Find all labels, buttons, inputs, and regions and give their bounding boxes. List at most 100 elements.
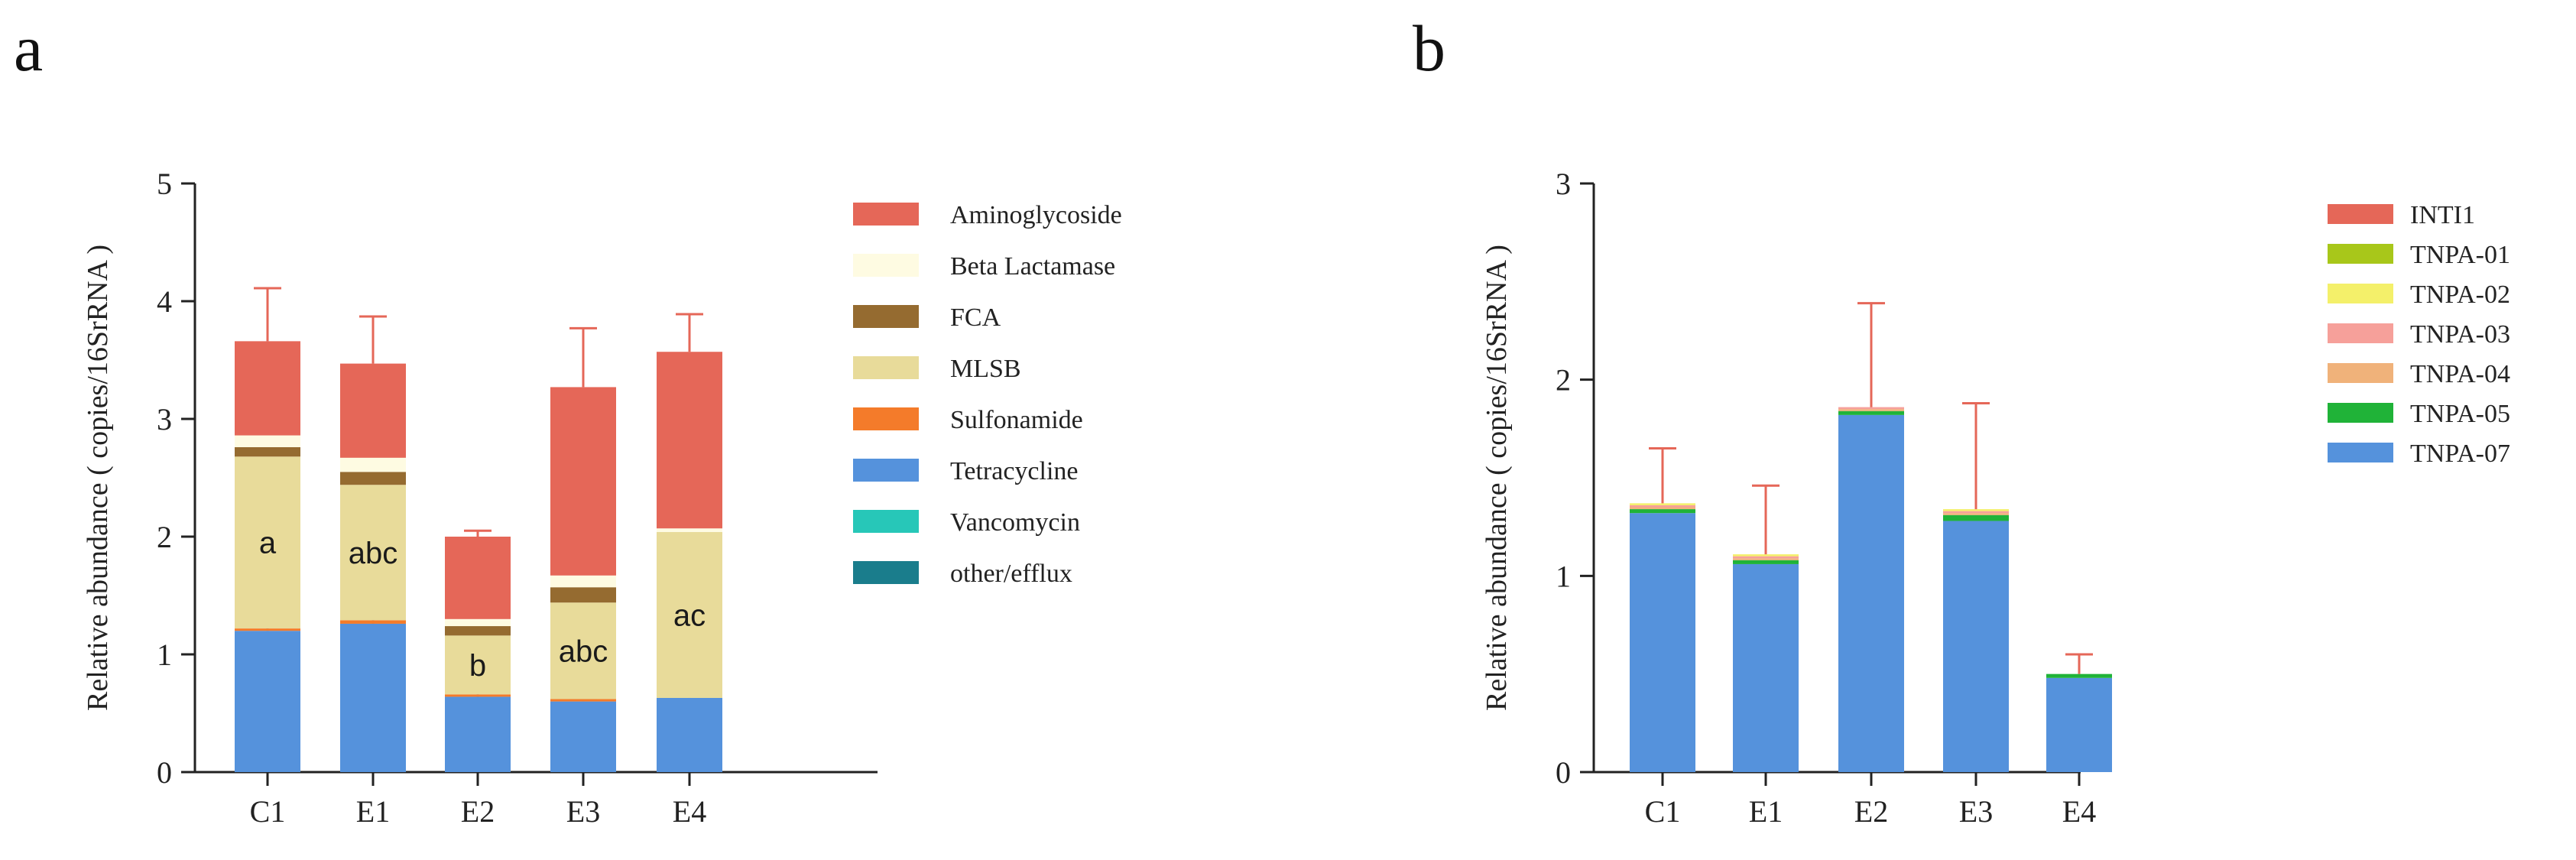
bar-segment: [1733, 554, 1799, 557]
bar-segment: [1943, 513, 2009, 515]
bar-segment: [1630, 513, 1695, 772]
bar-segment: [1733, 558, 1799, 560]
bar-segment: [1943, 521, 2009, 772]
y-tick-label: 0: [1556, 755, 1571, 790]
bar-segment: [1630, 503, 1695, 505]
legend-swatch: [853, 561, 919, 584]
bar-segment: [1943, 514, 2009, 521]
bar-segment: [1838, 411, 1904, 415]
bar-segment: [657, 697, 722, 772]
legend-swatch: [853, 407, 919, 430]
y-tick-label: 3: [157, 402, 172, 436]
y-tick-label: 2: [157, 520, 172, 554]
legend-swatch: [853, 459, 919, 482]
x-tick-label: E3: [1959, 794, 1993, 829]
x-tick-label: C1: [1645, 794, 1681, 829]
bar-segment: [235, 631, 300, 772]
legend-label: other/efflux: [950, 560, 1072, 588]
legend-label: FCA: [950, 303, 1001, 332]
legend-label: TNPA-02: [2410, 281, 2510, 309]
y-axis-title: Relative abundance ( copies/16SrRNA ): [82, 245, 114, 711]
bar-segment: [445, 618, 511, 627]
bar-segment: [657, 352, 722, 529]
chart-panel-b: 0 1 2 3 Relative abundance ( copies/16SrRNA …: [1481, 167, 2510, 829]
legend-label: TNPA-04: [2410, 360, 2510, 388]
bar-segment: [1943, 511, 2009, 514]
bar-segment: [1838, 409, 1904, 411]
bar-segment: [550, 602, 616, 699]
panel-letter-a: a: [14, 11, 43, 85]
y-tick-label: 1: [157, 638, 172, 672]
bar-segment: [445, 696, 511, 772]
bar-segment: [235, 456, 300, 629]
legend-swatch: [2328, 363, 2393, 383]
bar-segment: [550, 587, 616, 603]
bar-segment: [445, 635, 511, 695]
y-tick-label: 4: [157, 284, 172, 319]
x-tick-label: E2: [461, 794, 495, 829]
bar-segment: [445, 694, 511, 697]
bar-segment: [235, 628, 300, 631]
legend-label: TNPA-05: [2410, 400, 2510, 428]
bar-segment: [2046, 673, 2112, 678]
bar-segment: [2046, 677, 2112, 772]
legend-label: INTI1: [2410, 201, 2475, 229]
legend-swatch: [2328, 443, 2393, 462]
bar-segment: [235, 446, 300, 457]
bar-segment: [235, 435, 300, 447]
y-tick-label: 3: [1556, 167, 1571, 201]
bar-segment: [445, 626, 511, 636]
x-tick-label: E1: [356, 794, 390, 829]
x-tick-label: E4: [673, 794, 706, 829]
x-tick-label: E1: [1749, 794, 1783, 829]
bar-segment: [340, 485, 406, 621]
legend-label: MLSB: [950, 355, 1021, 383]
legend-swatch: [2328, 204, 2393, 224]
bar-segment: [1838, 414, 1904, 772]
legend-swatch: [2328, 323, 2393, 343]
bar-segment: [340, 363, 406, 458]
legend-label: Tetracycline: [950, 457, 1079, 485]
significance-label: a: [259, 527, 277, 560]
bar-segment: [340, 472, 406, 485]
x-tick-label: E3: [566, 794, 600, 829]
panel-letter-b: b: [1413, 11, 1445, 85]
legend-swatch: [853, 356, 919, 379]
chart-panel-a: 0 1 2 3 4 5 Relative abundance ( copies/16SrRN…: [82, 167, 1122, 829]
y-axis-title: Relative abundance ( copies/16SrRNA ): [1481, 245, 1513, 711]
significance-label: ac: [673, 599, 706, 632]
bar-segment: [1838, 407, 1904, 410]
x-tick-label: C1: [250, 794, 286, 829]
bar-segment: [1943, 509, 2009, 511]
bar-segment: [340, 623, 406, 772]
bar-segment: [1630, 507, 1695, 510]
y-tick-label: 0: [157, 755, 172, 790]
y-tick-label: 2: [1556, 363, 1571, 398]
legend-label: Vancomycin: [950, 508, 1080, 537]
bar-segment: [1733, 556, 1799, 559]
legend-label: Sulfonamide: [950, 406, 1083, 434]
bar-segment: [445, 537, 511, 619]
bar-segment: [550, 387, 616, 576]
legend-label: TNPA-03: [2410, 320, 2510, 349]
bar-segment: [1630, 509, 1695, 514]
bar-segment: [550, 699, 616, 702]
bar-segment: [550, 701, 616, 772]
bar-segment: [340, 620, 406, 624]
legend-swatch: [853, 203, 919, 226]
bar-segment: [235, 341, 300, 436]
x-tick-label: E2: [1854, 794, 1888, 829]
bar-segment: [1733, 563, 1799, 772]
x-tick-label: E4: [2062, 794, 2096, 829]
legend-swatch: [2328, 284, 2393, 303]
legend-label: Beta Lactamase: [950, 252, 1115, 281]
significance-label: abc: [349, 537, 398, 570]
bar-segment: [657, 528, 722, 532]
legend-label: TNPA-01: [2410, 241, 2510, 269]
legend-swatch: [2328, 244, 2393, 264]
legend-label: TNPA-07: [2410, 440, 2510, 468]
bar-segment: [1733, 560, 1799, 564]
bar-segment: [657, 531, 722, 698]
bar-segment: [1630, 505, 1695, 508]
